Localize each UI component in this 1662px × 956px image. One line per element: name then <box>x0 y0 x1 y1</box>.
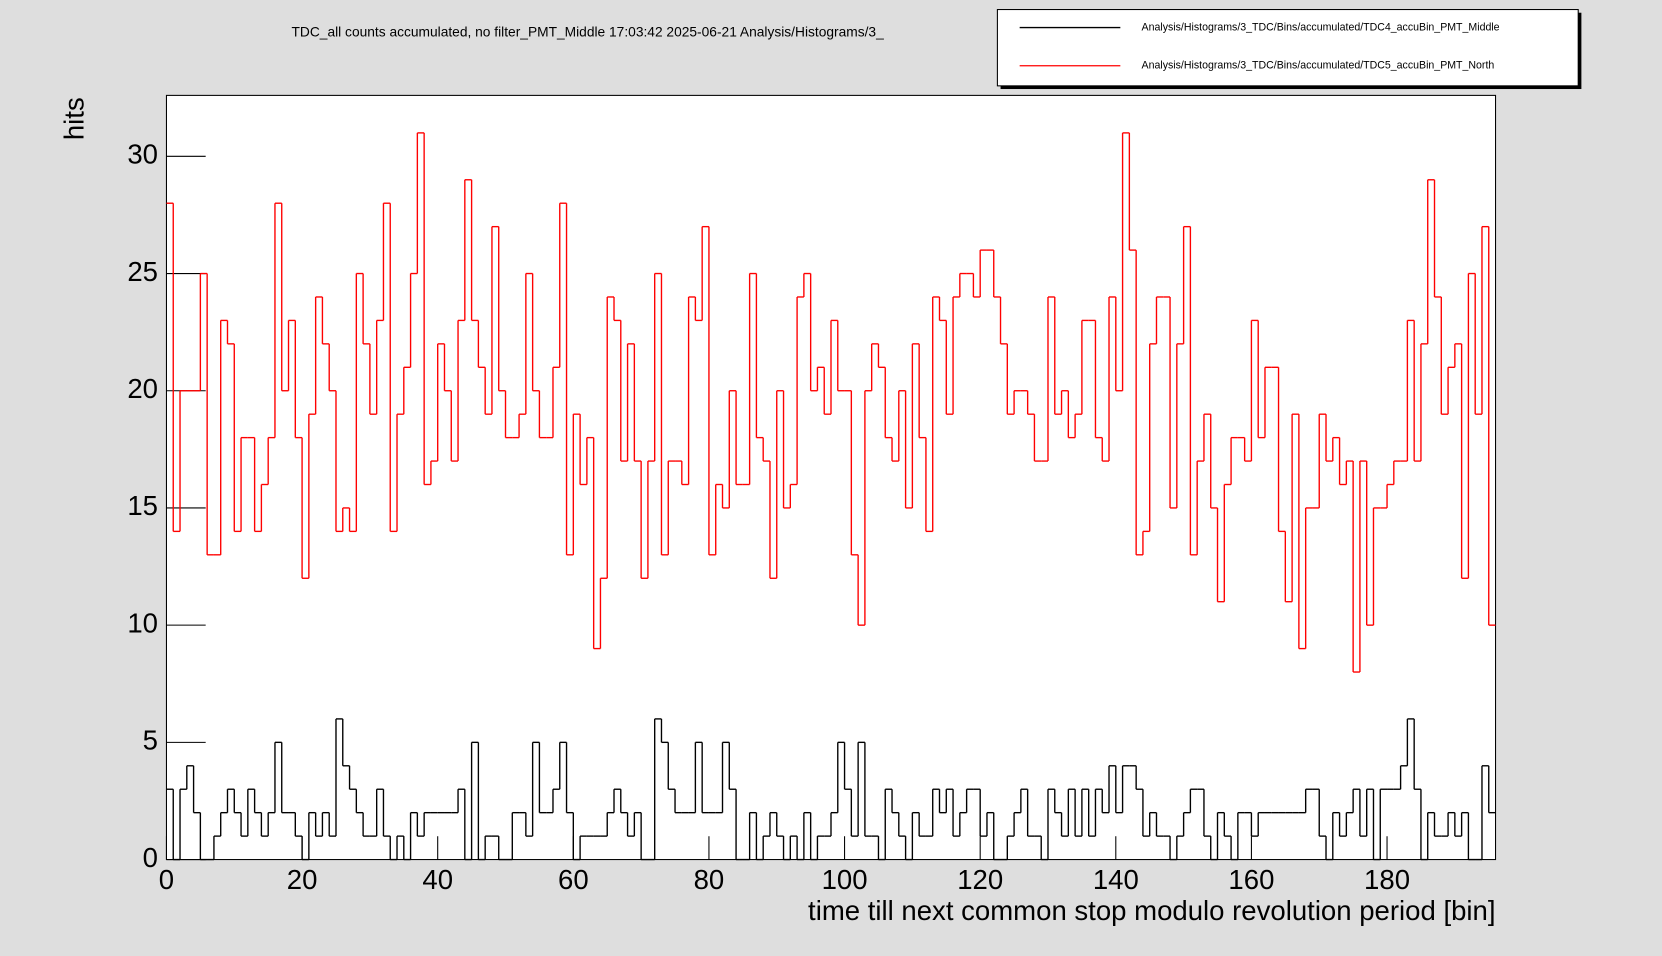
x-tick-label: 40 <box>422 864 453 895</box>
x-tick-label: 80 <box>694 864 725 895</box>
y-tick-label: 15 <box>127 490 158 521</box>
legend: Analysis/Histograms/3_TDC/Bins/accumulat… <box>996 9 1582 90</box>
x-tick-label: 0 <box>159 864 174 895</box>
x-axis-label: time till next common stop modulo revolu… <box>808 895 1495 926</box>
x-tick-label: 20 <box>287 864 318 895</box>
series <box>166 718 1496 861</box>
y-tick-label: 25 <box>127 256 158 287</box>
x-tick-label: 60 <box>558 864 589 895</box>
y-tick-label: 5 <box>143 725 158 756</box>
plot-frame <box>165 94 1497 861</box>
series <box>166 132 1496 673</box>
plot-area: 0 5 10 15 20 25 30 0 20 40 60 80 100 120 140 160 180 <box>127 132 1496 895</box>
y-tick-label: 20 <box>127 373 158 404</box>
y-tick-label: 30 <box>127 139 158 170</box>
x-tick-label: 180 <box>1364 864 1410 895</box>
chart-title: TDC_all counts accumulated, no filter_PM… <box>292 24 885 39</box>
x-tick-label: 160 <box>1228 864 1274 895</box>
x-tick-label: 100 <box>822 864 868 895</box>
y-axis-label: hits <box>59 97 90 140</box>
y-tick-label: 0 <box>143 842 158 873</box>
x-tick-label: 140 <box>1093 864 1139 895</box>
y-tick-label: 10 <box>127 607 158 638</box>
legend-box <box>996 9 1579 87</box>
legend-label: Analysis/Histograms/3_TDC/Bins/accumulat… <box>1142 21 1500 33</box>
legend-label: Analysis/Histograms/3_TDC/Bins/accumulat… <box>1142 60 1495 72</box>
x-tick-label: 120 <box>957 864 1003 895</box>
